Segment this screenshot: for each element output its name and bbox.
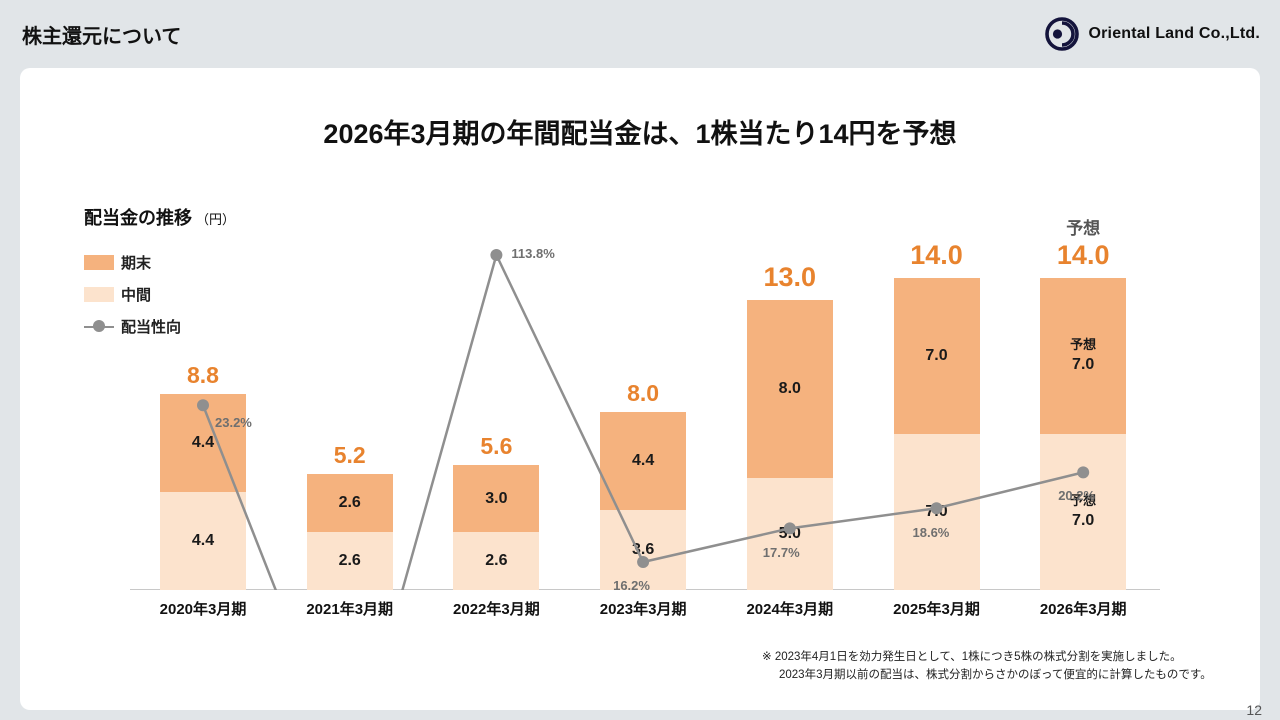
segment-kimatsu: 3.0: [453, 465, 540, 532]
stacked-bar: 4.4 3.6: [600, 411, 687, 590]
segment-chukan: 予想 7.0: [1040, 433, 1127, 590]
legend-label-kimatsu: 期末: [121, 255, 152, 272]
legend-item-kimatsu: 期末: [84, 252, 181, 273]
segment-value-label: 4.4: [631, 451, 655, 469]
segment-value-label: 8.0: [778, 380, 801, 398]
segment-forecast-value: 7.0: [1072, 511, 1095, 529]
x-axis-category-label: 2020年3月期: [159, 601, 247, 618]
forecast-column-label: 予想: [1066, 218, 1101, 238]
payout-ratio-value: 20.2%: [1058, 488, 1096, 504]
segment-value-label: 2.6: [338, 552, 361, 570]
x-axis-category-label: 2022年3月期: [453, 601, 540, 618]
segment-value-label: 4.4: [191, 434, 215, 451]
logo-text: Oriental Land Co.,Ltd.: [1088, 25, 1260, 42]
legend-item-haito-seiko: 配当性向: [84, 316, 181, 337]
page-title: 株主還元について: [22, 26, 182, 48]
segment-forecast-tag: 予想: [1070, 337, 1097, 353]
legend-label-chukan: 中間: [121, 287, 152, 304]
chart-header: 配当金の推移 （円）: [84, 204, 235, 230]
content-card: 2026年3月期の年間配当金は、1株当たり14円を予想 配当金の推移 （円） 期末…: [20, 68, 1260, 710]
chart-title: 配当金の推移: [84, 208, 192, 228]
segment-kimatsu: 4.4: [600, 411, 687, 510]
segment-value-label: 2.6: [485, 552, 508, 570]
x-axis-category-label: 2025年3月期: [893, 601, 980, 618]
chart-unit-label: （円）: [196, 212, 236, 227]
segment-chukan: 5.0: [746, 478, 833, 590]
footnote: ※ 2023年4月1日を効力発生日として、1株につき5株の株式分割を実施しました…: [762, 648, 1212, 685]
segment-value-label: 5.0: [778, 525, 801, 543]
footnote-line-2: 2023年3月期以前の配当は、株式分割からさかのぼって便宜的に計算したものです。: [779, 669, 1212, 682]
stacked-bar: 予想 7.0 予想 7.0: [1040, 277, 1127, 590]
footnote-line-1: ※ 2023年4月1日を効力発生日として、1株につき5株の株式分割を実施しました…: [762, 651, 1182, 663]
segment-kimatsu: 7.0: [893, 277, 980, 434]
stacked-bar: 3.0 2.6: [453, 465, 540, 590]
payout-ratio-value: 18.6%: [912, 525, 950, 541]
segment-chukan: 2.6: [453, 532, 540, 590]
legend-item-chukan: 中間: [84, 284, 181, 305]
segment-value-label: 3.6: [631, 541, 655, 559]
segment-value-label: 2.6: [338, 494, 361, 512]
stacked-bar: 2.6 2.6: [306, 474, 393, 590]
bar-total-label: 5.2: [333, 442, 366, 469]
payout-line-icon: [84, 319, 114, 334]
segment-kimatsu: 予想 7.0: [1040, 277, 1127, 434]
segment-value-label: 7.0: [925, 503, 948, 521]
bar-total-label: 14.0: [1056, 239, 1110, 270]
segment-value-label: 7.0: [925, 347, 948, 365]
slide-header: 株主還元について Oriental Land Co.,Ltd.: [0, 0, 1280, 68]
x-axis-category-label: 2026年3月期: [1039, 601, 1127, 618]
stacked-bar: 7.0 7.0: [893, 277, 980, 590]
segment-kimatsu: 2.6: [306, 474, 393, 532]
payout-ratio-value: 23.2%: [215, 415, 252, 431]
dividend-chart: 4.4 4.4 8.8 2020年3月期 2.6 2.6 5.2 2021年3月期 3.0 2.6…: [60, 218, 1220, 618]
segment-chukan: 2.6: [306, 532, 393, 590]
x-axis-category-label: 2023年3月期: [599, 601, 687, 618]
x-axis-category-label: 2021年3月期: [306, 601, 394, 618]
payout-ratio-value: 16.2%: [613, 578, 650, 593]
segment-value-label: 4.4: [191, 532, 215, 550]
segment-value-label: 3.0: [485, 489, 508, 507]
legend-label-haito-seiko: 配当性向: [121, 319, 182, 336]
segment-kimatsu: 8.0: [746, 300, 833, 479]
payout-ratio-value: 17.7%: [762, 545, 800, 561]
segment-chukan: 4.4: [160, 491, 246, 590]
chart-legend: 期末 中間 配当性向: [84, 252, 181, 337]
chukan-swatch-icon: [84, 287, 114, 302]
olc-logo-icon: [1045, 17, 1080, 51]
company-logo: Oriental Land Co.,Ltd.: [1044, 16, 1260, 52]
bar-total-label: 5.6: [480, 433, 513, 460]
payout-ratio-value: 113.8%: [511, 246, 555, 261]
kimatsu-swatch-icon: [84, 255, 114, 270]
x-axis-category-label: 2024年3月期: [746, 601, 834, 618]
segment-forecast-value: 7.0: [1072, 355, 1095, 373]
slide-main-title: 2026年3月期の年間配当金は、1株当たり14円を予想: [323, 119, 957, 149]
segment-kimatsu: 4.4: [160, 393, 246, 492]
bar-total-label: 8.0: [627, 379, 660, 406]
segment-value-label: 予想 7.0: [1070, 336, 1096, 375]
bar-total-label: 13.0: [763, 262, 817, 293]
payout-ratio-dot: [490, 249, 503, 261]
bar-total-label: 14.0: [910, 239, 963, 270]
page-number: 12: [1246, 702, 1262, 718]
segment-chukan: 7.0: [893, 433, 980, 590]
bar-total-label: 8.8: [187, 361, 219, 388]
